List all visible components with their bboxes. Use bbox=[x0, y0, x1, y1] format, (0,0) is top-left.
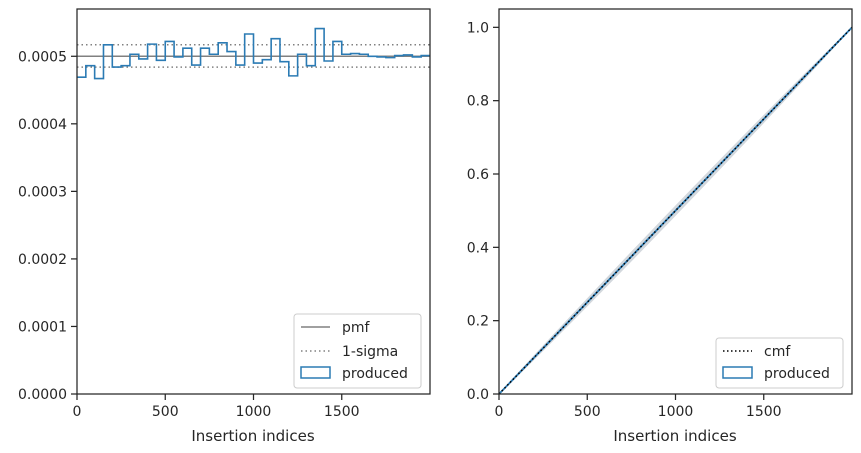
produced-step bbox=[77, 27, 430, 80]
right-y-ticks: 0.0 0.2 0.4 0.6 0.8 1.0 bbox=[467, 20, 499, 403]
left-histogram bbox=[77, 27, 430, 80]
left-xtick-label: 0 bbox=[73, 404, 82, 420]
left-ytick-label: 0.0001 bbox=[18, 319, 67, 335]
left-ytick-label: 0.0003 bbox=[18, 184, 67, 200]
left-ytick-label: 0.0005 bbox=[18, 49, 67, 65]
right-ytick-label: 0.8 bbox=[467, 94, 489, 110]
right-x-axis-label: Insertion indices bbox=[613, 427, 736, 445]
left-xtick-label: 1000 bbox=[236, 404, 272, 420]
left-ytick-label: 0.0004 bbox=[18, 117, 67, 133]
right-xtick-label: 1500 bbox=[746, 404, 782, 420]
left-xtick-label: 1500 bbox=[324, 404, 360, 420]
right-xtick-label: 500 bbox=[574, 404, 601, 420]
right-ytick-label: 1.0 bbox=[467, 20, 489, 36]
legend-cmf-label: cmf bbox=[764, 344, 791, 360]
right-ytick-label: 0.4 bbox=[467, 240, 489, 256]
right-xtick-label: 0 bbox=[495, 404, 504, 420]
legend-produced-swatch bbox=[300, 366, 331, 379]
left-legend-box bbox=[293, 313, 422, 389]
left-ytick-label: 0.0000 bbox=[18, 387, 67, 403]
right-ytick-label: 0.6 bbox=[467, 167, 489, 183]
left-panel: 0 500 1000 1500 0.00000.00010.00020.00030.0… bbox=[18, 8, 431, 445]
right-cmf-line bbox=[498, 26, 853, 395]
legend-produced-label: produced bbox=[342, 366, 408, 382]
right-xtick-label: 1000 bbox=[658, 404, 694, 420]
left-ytick-label: 0.0002 bbox=[18, 252, 67, 268]
legend-pmf-label: pmf bbox=[342, 320, 371, 336]
right-panel: 0 500 1000 1500 0.0 0.2 0.4 0.6 0.8 1.0 Insertio… bbox=[467, 8, 853, 445]
left-legend: pmf 1-sigma produced bbox=[293, 313, 422, 389]
right-ytick-label: 0.2 bbox=[467, 314, 489, 330]
left-x-axis-label: Insertion indices bbox=[191, 427, 314, 445]
cmf-line bbox=[498, 26, 853, 395]
left-y-ticks: 0.0000 0.0001 0.0002 0.0003 0.0004 0.0005 bbox=[18, 49, 77, 403]
left-x-ticks: 0 500 1000 1500 bbox=[73, 394, 360, 420]
right-legend: cmf produced bbox=[715, 337, 844, 389]
legend-produced-swatch-right bbox=[722, 366, 753, 379]
left-xtick-label: 500 bbox=[152, 404, 179, 420]
produced-spread-line bbox=[498, 26, 853, 395]
right-x-ticks: 0 500 1000 1500 bbox=[495, 394, 782, 420]
legend-sigma-label: 1-sigma bbox=[342, 344, 398, 360]
legend-produced-label-right: produced bbox=[764, 366, 830, 382]
right-ytick-label: 0.0 bbox=[467, 387, 489, 403]
